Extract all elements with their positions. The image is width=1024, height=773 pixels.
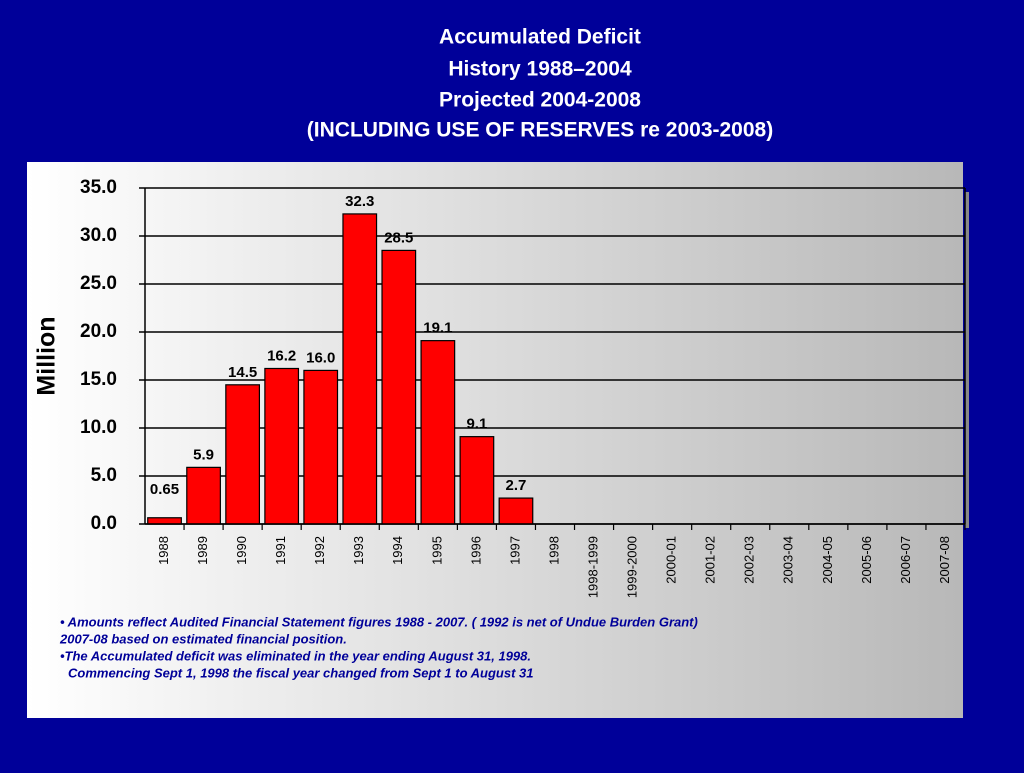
x-tick-label: 2001-02 [703,536,718,584]
y-tick-label: 10.0 [80,417,117,438]
x-tick-label: 2007-08 [937,536,952,584]
x-tick-label: 1998 [546,536,561,565]
note: 2007-08 based on estimated financial pos… [59,631,347,646]
value-label: 28.5 [384,229,413,246]
x-tick-label: 1995 [429,536,444,565]
x-tick-label: 2004-05 [820,536,835,584]
x-tick-label: 2003-04 [781,536,796,584]
y-axis-label: Million [33,316,61,395]
x-tick-label: 2000-01 [664,536,679,584]
title-line: History 1988–2004 [448,58,632,81]
bar [303,369,339,525]
bar [498,497,534,525]
bar [186,466,221,525]
x-tick-label: 2005-06 [859,536,874,584]
title-line: Accumulated Deficit [439,26,641,49]
title-line: (INCLUDING USE OF RESERVES re 2003-2008) [307,119,773,142]
value-label: 19.1 [423,320,452,337]
value-label: 2.7 [506,477,527,494]
x-tick-label: 2006-07 [898,536,913,584]
y-tick-label: 15.0 [80,369,117,390]
y-tick-label: 25.0 [80,273,117,294]
note: •The Accumulated deficit was eliminated … [60,648,531,663]
x-tick-label: 2002-03 [742,536,757,584]
bar [420,340,456,525]
value-label: 16.0 [306,349,335,366]
bar [342,213,378,525]
value-label: 0.65 [150,481,179,498]
x-tick-label: 1989 [195,536,210,565]
value-label: 9.1 [466,416,487,433]
x-tick-label: 1999-2000 [625,536,640,598]
y-tick-label: 20.0 [80,321,117,342]
value-label: 14.5 [228,364,257,381]
x-tick-label: 1992 [312,536,327,565]
y-tick-label: 35.0 [80,177,117,198]
x-tick-label: 1994 [390,536,405,565]
x-tick-label: 1991 [273,536,288,565]
bar [147,517,182,525]
x-tick-label: 1993 [351,536,366,565]
x-tick-label: 1997 [507,536,522,565]
note: Commencing Sept 1, 1998 the fiscal year … [68,665,533,680]
x-tick-label: 1988 [156,536,171,565]
bar [225,384,261,525]
y-tick-label: 30.0 [80,225,117,246]
value-label: 32.3 [345,193,374,210]
panel [27,162,963,718]
bar [381,249,417,525]
x-tick-label: 1990 [234,536,249,565]
bar [264,367,300,525]
bar [459,436,495,525]
x-tick-label: 1998-1999 [585,536,600,598]
y-tick-label: 0.0 [91,513,117,534]
y-tick-label: 5.0 [91,465,117,486]
title-line: Projected 2004-2008 [439,89,641,112]
value-label: 16.2 [267,347,296,364]
x-tick-label: 1996 [468,536,483,565]
plot-shadow [965,192,969,528]
note: • Amounts reflect Audited Financial Stat… [60,614,698,629]
value-label: 5.9 [193,446,214,463]
